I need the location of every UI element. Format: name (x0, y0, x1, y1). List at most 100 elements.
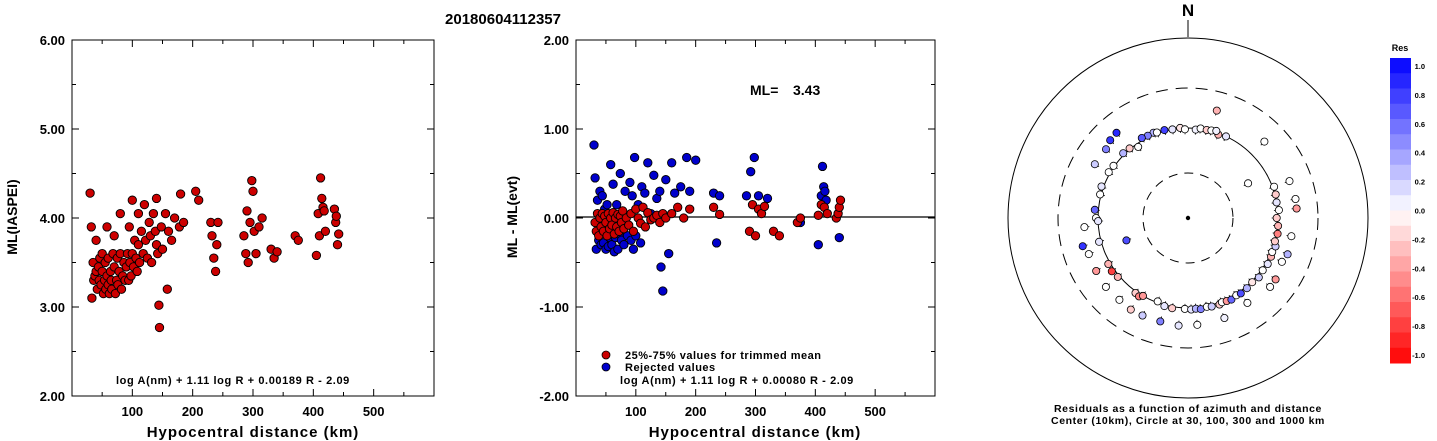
colorbar-cell (1390, 164, 1411, 181)
ml-point (334, 229, 344, 239)
station-residual-marker (1122, 236, 1131, 245)
station-residual-marker (1271, 275, 1280, 284)
colorbar-tick-label: -1.0 (1412, 351, 1425, 360)
ml-point (136, 226, 147, 236)
station-residual-marker (1236, 289, 1245, 298)
colorbar-tick-label: 1.0 (1415, 62, 1425, 71)
middle-x-axis-label: Hypocentral distance (km) (649, 424, 862, 441)
rejected-point (589, 140, 599, 150)
x-tick-label: 100 (625, 404, 647, 419)
station-residual-marker (1244, 179, 1253, 188)
y-tick-label: -2.00 (539, 389, 569, 404)
colorbar-cell (1390, 73, 1411, 89)
rejected-point (714, 191, 725, 201)
ml-point (139, 199, 150, 210)
station-residual-marker (1090, 205, 1099, 214)
ring-1000km (1007, 37, 1369, 399)
station-residual-marker (1090, 160, 1099, 169)
station-residual-marker (1107, 267, 1116, 276)
ml-point (127, 195, 137, 205)
left-x-axis: 100 200 300 400 500 (101, 40, 405, 419)
ml-point (210, 266, 221, 277)
ml-point (311, 250, 322, 261)
rejected-point (762, 193, 773, 204)
ml-point (160, 208, 171, 219)
ml-point (213, 217, 223, 228)
station-residual-marker (1092, 266, 1101, 275)
colorbar-cells (1390, 58, 1411, 364)
y-tick-label: 5.00 (40, 122, 65, 137)
trimmed-point (795, 213, 806, 223)
trimmed-point (679, 213, 689, 223)
station-residual-marker (1119, 149, 1128, 158)
station-residual-marker (1138, 311, 1147, 320)
ml-point (134, 257, 145, 268)
ml-point (317, 193, 327, 204)
ml-point (133, 240, 144, 250)
station-residual-marker (1270, 182, 1279, 191)
left-y-axis-label: ML(IASPEI) (4, 179, 20, 254)
colorbar-tick-label: -0.4 (1412, 264, 1426, 273)
colorbar-tick-label: -0.6 (1412, 293, 1425, 302)
rejected-point (753, 191, 764, 201)
ml-point (207, 231, 217, 241)
event-title: 20180604112357 (445, 11, 561, 28)
ml-point (154, 322, 165, 333)
station-residual-marker (1160, 126, 1169, 135)
station-residual-marker (1180, 125, 1189, 134)
colorbar-cell (1390, 210, 1411, 227)
colorbar-cell (1390, 241, 1411, 257)
ml-point (248, 186, 258, 196)
ml-point (245, 217, 255, 228)
x-tick-label: 400 (804, 404, 826, 419)
station-residual-marker (1222, 132, 1231, 141)
station-residual-marker (1277, 257, 1286, 266)
station-residual-marker (1274, 206, 1283, 215)
colorbar-tick-label: 0.8 (1415, 91, 1425, 100)
colorbar-cell (1390, 286, 1411, 303)
ml-point (116, 284, 127, 294)
trimmed-point (759, 201, 770, 212)
left-y-axis: 6.00 5.00 4.00 3.00 2.00 (40, 33, 434, 404)
station-residual-marker (1084, 250, 1093, 259)
station-residual-marker (1207, 302, 1216, 311)
station-residual-marker (1271, 190, 1280, 199)
rejected-point (628, 244, 639, 254)
ml-point (293, 235, 303, 245)
station-residual-marker (1248, 278, 1257, 287)
rejected-point (640, 188, 650, 198)
station-residual-marker (1272, 213, 1281, 222)
station-residual-marker (1104, 168, 1113, 177)
y-tick-label: 0.00 (544, 211, 569, 226)
ml-point (332, 240, 343, 250)
rejected-point (655, 186, 665, 196)
station-residual-marker (1152, 128, 1161, 137)
ml-point (157, 244, 168, 254)
colorbar-tick-label: 0.0 (1415, 207, 1425, 216)
left-panel: 6.00 5.00 4.00 3.00 2.00 100 200 300 400 500 ML(… (4, 33, 435, 441)
ml-point (148, 208, 159, 219)
middle-panel: 2.00 1.00 0.00 -1.00 -2.00 100 200 300 400 500 M… (504, 33, 936, 441)
ml-point (154, 300, 164, 310)
middle-x-axis: 100 200 300 400 500 (605, 40, 906, 419)
rejected-point (606, 159, 616, 170)
colorbar-tick-label: 0.6 (1415, 120, 1425, 129)
ml-point (124, 222, 134, 232)
colorbar-cell (1390, 225, 1411, 242)
rejected-point (813, 240, 823, 250)
ml-point (133, 208, 144, 219)
ml-value: 3.43 (793, 82, 820, 98)
station-residual-marker (1094, 217, 1103, 226)
station-residual-marker (1220, 313, 1229, 322)
ml-point (247, 175, 257, 186)
station-residual-marker (1125, 144, 1134, 153)
trimmed-point (628, 226, 639, 236)
rejected-point (746, 167, 756, 177)
station-residual-marker (1260, 137, 1269, 146)
station-residual-marker (1193, 320, 1202, 329)
ml-point (144, 217, 154, 228)
middle-formula: log A(nm) + 1.11 log R + 0.00080 R - 2.0… (620, 375, 854, 387)
left-x-axis-label: Hypocentral distance (km) (147, 424, 360, 441)
polar-caption-2: Center (10km), Circle at 30, 100, 300 an… (1051, 415, 1325, 427)
